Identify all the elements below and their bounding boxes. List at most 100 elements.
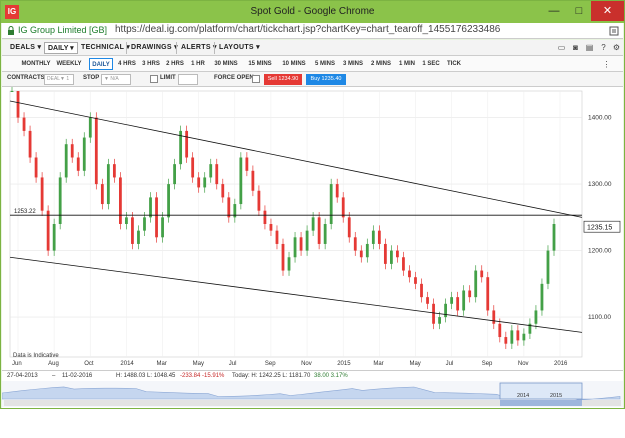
- candle-body: [359, 250, 363, 258]
- candle-body: [239, 157, 243, 205]
- navigator-scrollbar[interactable]: [4, 400, 621, 406]
- maximize-icon[interactable]: □: [575, 5, 583, 17]
- stop-input[interactable]: ▼ N/A: [101, 74, 131, 85]
- menu-layouts[interactable]: LAYOUTS ▾: [219, 44, 260, 51]
- trendline-upper: [9, 100, 583, 218]
- timeframe-3hrs[interactable]: 3 HRS: [142, 61, 160, 67]
- timeframe-2hrs[interactable]: 2 HRS: [166, 61, 184, 67]
- help-icon[interactable]: ?: [601, 43, 606, 52]
- url-text[interactable]: https://deal.ig.com/platform/chart/tickc…: [115, 24, 501, 35]
- timeframe-2mins[interactable]: 2 MINS: [370, 61, 391, 67]
- menu-deals[interactable]: DEALS ▾: [10, 44, 42, 51]
- timeframe-3mins[interactable]: 3 MINS: [342, 61, 363, 67]
- timeframe-30mins[interactable]: 30 MINS: [214, 61, 238, 67]
- current-price-label: 1235.15: [587, 225, 612, 232]
- contracts-label: CONTRACTS: [7, 75, 45, 81]
- menu-drawings[interactable]: DRAWINGS ▾: [131, 44, 178, 51]
- title-bar: IG Spot Gold - Google Chrome — □ ✕: [1, 1, 624, 23]
- candle-body: [82, 137, 86, 171]
- y-tick-label: 1300.00: [588, 181, 612, 188]
- buy-button[interactable]: Buy 1235.40: [306, 74, 346, 85]
- range-change: -233.84 -15.91%: [180, 373, 225, 379]
- contracts-input[interactable]: DEAL▼ 1: [44, 74, 74, 85]
- candle-body: [317, 217, 321, 244]
- timeframe-1min[interactable]: 1 MIN: [398, 61, 415, 67]
- camera-icon[interactable]: ◙: [573, 43, 578, 52]
- end-date[interactable]: 11-02-2016: [62, 373, 93, 379]
- candle-body: [383, 243, 387, 264]
- timeframe-daily[interactable]: DAILY: [89, 58, 113, 70]
- menu-technical[interactable]: TECHNICAL ▾: [81, 44, 131, 51]
- menu-daily[interactable]: DAILY ▾: [44, 42, 78, 54]
- candle-body: [414, 277, 417, 284]
- candle-body: [58, 177, 62, 224]
- candle-body: [546, 250, 550, 284]
- timeframe-4hrs[interactable]: 4 HRS: [118, 61, 136, 67]
- candle-body: [76, 157, 80, 171]
- menu-alerts[interactable]: ALERTS ▾: [181, 44, 217, 51]
- candle-body: [88, 117, 92, 138]
- candle-body: [167, 184, 170, 218]
- timeframe-tick[interactable]: TICK: [447, 61, 461, 67]
- level-line-label: 1253.22: [14, 209, 36, 215]
- site-identity: IG Group Limited [GB]: [18, 25, 108, 35]
- candle-body: [522, 333, 526, 341]
- candle-body: [257, 190, 261, 211]
- timeframe-1hr[interactable]: 1 HR: [191, 61, 205, 67]
- lock-icon: [8, 26, 14, 35]
- navigator-scroll-thumb[interactable]: [500, 400, 582, 406]
- candle-body: [528, 323, 532, 334]
- candle-body: [28, 130, 32, 158]
- limit-checkbox[interactable]: [150, 75, 158, 83]
- chart-labels: 1400.00 1300.00 1200.00 1100.00 Jun Aug Oct 201…: [12, 115, 621, 367]
- timeframe-monthly[interactable]: MONTHLY: [21, 61, 51, 67]
- candle-body: [173, 164, 176, 185]
- candle-body: [215, 164, 219, 185]
- navigator-selection[interactable]: [499, 382, 583, 400]
- trading-app: DEALS ▾ DAILY ▾ TECHNICAL ▾ DRAWINGS ▾ A…: [2, 40, 623, 408]
- address-bar[interactable]: IG Group Limited [GB] https://deal.ig.co…: [2, 23, 623, 39]
- minimize-icon[interactable]: —: [548, 5, 560, 17]
- candle-body: [94, 117, 98, 185]
- page-icon[interactable]: [609, 26, 619, 36]
- x-tick-label: 2014: [120, 361, 134, 367]
- timeframe-1sec[interactable]: 1 SEC: [422, 61, 440, 67]
- x-tick-label: 2016: [554, 361, 568, 367]
- candle-body: [112, 164, 116, 178]
- chart-lines: [9, 100, 583, 333]
- x-tick-label: Sep: [265, 361, 276, 367]
- candle-body: [52, 224, 56, 251]
- candle-body: [426, 297, 429, 304]
- close-icon[interactable]: ✕: [591, 1, 624, 21]
- timeframe-bar: MONTHLY WEEKLY DAILY 4 HRS 3 HRS 2 HRS 1…: [2, 56, 623, 72]
- price-chart[interactable]: 1400.00 1300.00 1200.00 1100.00 Jun Aug Oct 201…: [2, 87, 623, 375]
- candle-body: [275, 230, 279, 244]
- menu-separator: [176, 42, 177, 54]
- timeframe-15mins[interactable]: 15 MINS: [248, 61, 272, 67]
- x-tick-label: Nov: [518, 361, 529, 367]
- candle-body: [143, 217, 146, 231]
- limit-input[interactable]: [178, 74, 198, 85]
- candle-body: [40, 177, 44, 211]
- y-tick-label: 1100.00: [588, 314, 611, 321]
- candle-body: [335, 184, 339, 198]
- timeframe-5mins[interactable]: 5 MINS: [314, 61, 335, 67]
- candle-body: [486, 277, 490, 311]
- grid-icon[interactable]: ⋮: [602, 60, 611, 69]
- force-open-checkbox[interactable]: [252, 75, 260, 83]
- menu-bar: DEALS ▾ DAILY ▾ TECHNICAL ▾ DRAWINGS ▾ A…: [2, 40, 623, 56]
- sell-button[interactable]: Sell 1234.90: [264, 74, 302, 85]
- start-date[interactable]: 27-04-2013: [7, 373, 38, 379]
- settings-icon[interactable]: ⚙: [612, 43, 621, 52]
- candle-body: [480, 270, 484, 278]
- print-icon[interactable]: ▤: [585, 43, 594, 52]
- candle-body: [534, 310, 538, 324]
- plot-frame: [9, 90, 583, 358]
- window-icon[interactable]: ▭: [557, 43, 566, 52]
- timeframe-weekly[interactable]: WEEKLY: [56, 61, 82, 67]
- candle-body: [34, 157, 38, 178]
- chart-navigator[interactable]: 2014 2015: [2, 381, 623, 407]
- timeframe-10mins[interactable]: 10 MINS: [282, 61, 306, 67]
- candle-body: [191, 157, 195, 178]
- candle-body: [444, 303, 447, 318]
